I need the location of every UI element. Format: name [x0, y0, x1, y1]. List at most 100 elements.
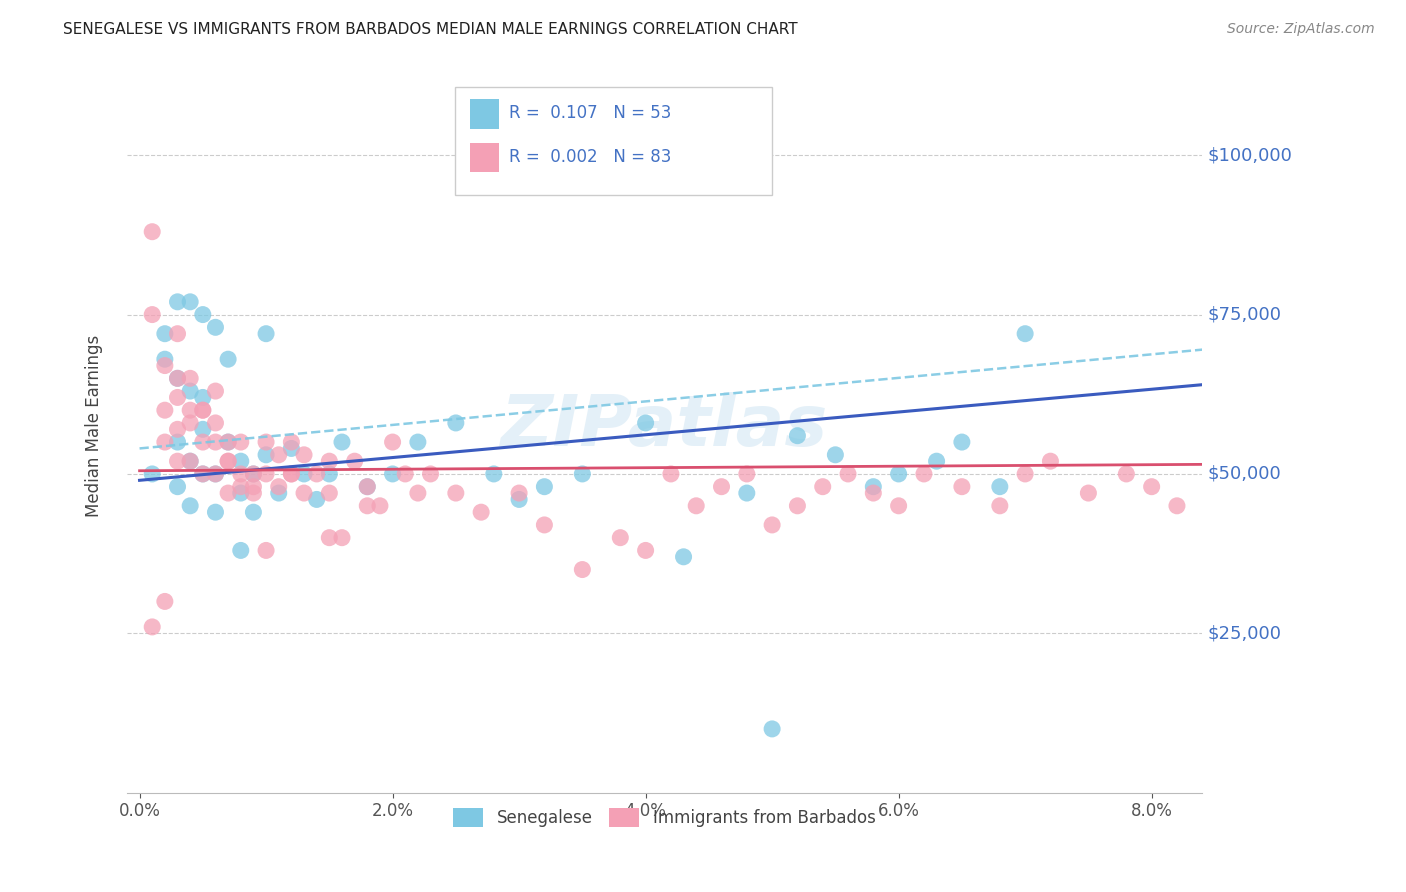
Point: [191, 467, 214, 481]
Point: [166, 435, 188, 450]
Point: [242, 505, 264, 519]
Point: [179, 403, 201, 417]
FancyBboxPatch shape: [470, 99, 499, 128]
Point: [381, 435, 404, 450]
Point: [444, 416, 467, 430]
Text: R =  0.107   N = 53: R = 0.107 N = 53: [509, 104, 671, 122]
Point: [204, 416, 226, 430]
Point: [634, 416, 657, 430]
Point: [179, 454, 201, 468]
Point: [179, 416, 201, 430]
Point: [153, 403, 176, 417]
Point: [925, 454, 948, 468]
Point: [242, 467, 264, 481]
Point: [634, 543, 657, 558]
Point: [179, 499, 201, 513]
Point: [659, 467, 682, 481]
Point: [318, 486, 340, 500]
Text: $75,000: $75,000: [1208, 306, 1282, 324]
Point: [254, 435, 277, 450]
Point: [267, 480, 290, 494]
Point: [280, 442, 302, 456]
Point: [1140, 480, 1163, 494]
Point: [330, 531, 353, 545]
Point: [191, 467, 214, 481]
Point: [862, 486, 884, 500]
Point: [533, 480, 555, 494]
Point: [166, 454, 188, 468]
Point: [330, 435, 353, 450]
Point: [191, 435, 214, 450]
Point: [292, 486, 315, 500]
Point: [571, 467, 593, 481]
Point: [280, 435, 302, 450]
Point: [166, 371, 188, 385]
Point: [685, 499, 707, 513]
Point: [204, 435, 226, 450]
Point: [508, 486, 530, 500]
Point: [280, 467, 302, 481]
Point: [217, 435, 239, 450]
Point: [292, 467, 315, 481]
Point: [204, 320, 226, 334]
Point: [292, 448, 315, 462]
Point: [254, 448, 277, 462]
Point: [166, 391, 188, 405]
Point: [267, 448, 290, 462]
Point: [229, 543, 252, 558]
Point: [166, 371, 188, 385]
Point: [786, 428, 808, 442]
Point: [811, 480, 834, 494]
Point: [141, 225, 163, 239]
Point: [217, 454, 239, 468]
Text: ZIPatlas: ZIPatlas: [501, 392, 828, 460]
Point: [735, 467, 758, 481]
Point: [141, 620, 163, 634]
Point: [1166, 499, 1188, 513]
Point: [179, 384, 201, 398]
Point: [609, 531, 631, 545]
Point: [153, 594, 176, 608]
Point: [571, 563, 593, 577]
Point: [406, 435, 429, 450]
Point: [912, 467, 935, 481]
Point: [824, 448, 846, 462]
Legend: Senegalese, Immigrants from Barbados: Senegalese, Immigrants from Barbados: [446, 800, 884, 836]
FancyBboxPatch shape: [456, 87, 772, 195]
Point: [153, 359, 176, 373]
Point: [1014, 326, 1036, 341]
Point: [191, 308, 214, 322]
Point: [242, 467, 264, 481]
Point: [470, 505, 492, 519]
Point: [179, 294, 201, 309]
Point: [381, 467, 404, 481]
Point: [254, 326, 277, 341]
Point: [394, 467, 416, 481]
Point: [179, 454, 201, 468]
Point: [988, 499, 1011, 513]
Point: [318, 531, 340, 545]
Point: [204, 384, 226, 398]
Point: [191, 403, 214, 417]
Text: $25,000: $25,000: [1208, 624, 1282, 642]
Point: [191, 391, 214, 405]
Point: [482, 467, 505, 481]
Point: [217, 454, 239, 468]
Point: [735, 486, 758, 500]
Point: [229, 486, 252, 500]
Point: [862, 480, 884, 494]
Point: [761, 722, 783, 736]
Point: [786, 499, 808, 513]
Text: SENEGALESE VS IMMIGRANTS FROM BARBADOS MEDIAN MALE EARNINGS CORRELATION CHART: SENEGALESE VS IMMIGRANTS FROM BARBADOS M…: [63, 22, 797, 37]
Point: [1115, 467, 1137, 481]
Point: [1077, 486, 1099, 500]
Point: [166, 480, 188, 494]
Text: R =  0.002   N = 83: R = 0.002 N = 83: [509, 148, 671, 166]
Point: [988, 480, 1011, 494]
Point: [318, 467, 340, 481]
Point: [141, 467, 163, 481]
Point: [217, 486, 239, 500]
Text: Source: ZipAtlas.com: Source: ZipAtlas.com: [1227, 22, 1375, 37]
Point: [153, 352, 176, 367]
Point: [950, 435, 973, 450]
